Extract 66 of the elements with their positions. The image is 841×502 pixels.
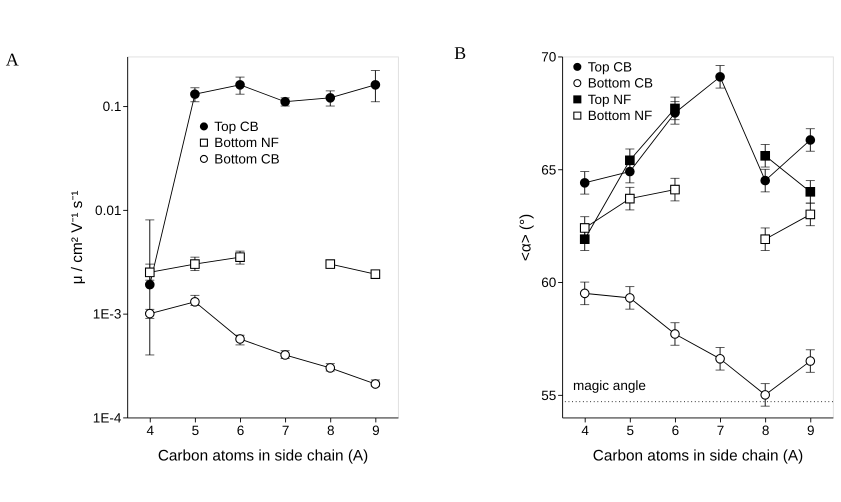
y-axis-title: <α> (°) xyxy=(517,214,534,262)
y-tick-label: 65 xyxy=(541,162,556,178)
point xyxy=(760,150,770,161)
y-tick-label: 70 xyxy=(541,49,556,64)
chart-title: B xyxy=(454,43,466,64)
legend-label: Top NF xyxy=(588,92,632,107)
point xyxy=(580,178,590,188)
x-tick-label: 7 xyxy=(282,423,290,438)
ref-line-label: magic angle xyxy=(573,378,646,393)
y-tick-label: 0.01 xyxy=(95,202,122,218)
point xyxy=(625,166,635,176)
point xyxy=(325,259,336,269)
legend-label: Top CB xyxy=(588,59,632,74)
y-tick-label: 0.1 xyxy=(102,98,122,114)
legend-label: Bottom NF xyxy=(588,108,652,124)
x-tick-label: 9 xyxy=(372,423,380,438)
x-tick-label: 9 xyxy=(807,423,815,438)
point xyxy=(760,176,770,186)
point xyxy=(670,104,680,114)
x-tick-label: 4 xyxy=(581,423,590,438)
point xyxy=(805,187,816,197)
x-tick-label: 6 xyxy=(672,423,680,438)
legend-label: Bottom CB xyxy=(588,76,654,91)
legend-label: Bottom CB xyxy=(214,151,280,166)
x-axis-title: Carbon atoms in side chain (A) xyxy=(592,447,804,464)
point xyxy=(325,92,336,103)
point xyxy=(715,354,725,364)
point xyxy=(715,72,725,82)
x-tick-label: 6 xyxy=(236,423,244,438)
point xyxy=(580,234,590,244)
point xyxy=(190,297,200,307)
point xyxy=(144,268,155,278)
point xyxy=(144,280,155,290)
point xyxy=(625,293,635,303)
point xyxy=(625,155,635,166)
point xyxy=(235,252,245,262)
point xyxy=(805,210,816,220)
y-tick-label: 55 xyxy=(541,388,556,403)
y-tick-label: 60 xyxy=(541,275,556,290)
x-axis-title: Carbon atoms in side chain (A) xyxy=(158,447,368,464)
x-tick-label: 4 xyxy=(146,423,154,438)
point xyxy=(190,89,200,100)
x-tick-label: 7 xyxy=(716,423,724,438)
x-tick-label: 8 xyxy=(762,423,770,438)
point xyxy=(580,288,590,298)
point xyxy=(760,390,770,400)
point xyxy=(760,234,770,244)
chart-title: A xyxy=(6,50,19,70)
legend-label: Bottom NF xyxy=(214,135,279,150)
x-tick-label: 5 xyxy=(192,423,200,438)
point xyxy=(805,356,816,366)
y-tick-label: 1E-4 xyxy=(92,410,122,426)
point xyxy=(370,80,380,90)
x-tick-label: 8 xyxy=(326,423,334,438)
x-tick-label: 5 xyxy=(626,423,634,438)
point xyxy=(235,80,245,90)
point xyxy=(670,329,680,339)
legend-label: Top CB xyxy=(214,118,259,134)
point xyxy=(370,269,380,279)
point xyxy=(625,194,635,204)
y-axis-title: μ / cm² V⁻¹ s⁻¹ xyxy=(68,190,86,284)
point xyxy=(670,184,680,194)
point xyxy=(580,223,590,233)
y-tick-label: 1E-3 xyxy=(92,306,122,322)
point xyxy=(805,135,816,145)
point xyxy=(190,259,200,269)
